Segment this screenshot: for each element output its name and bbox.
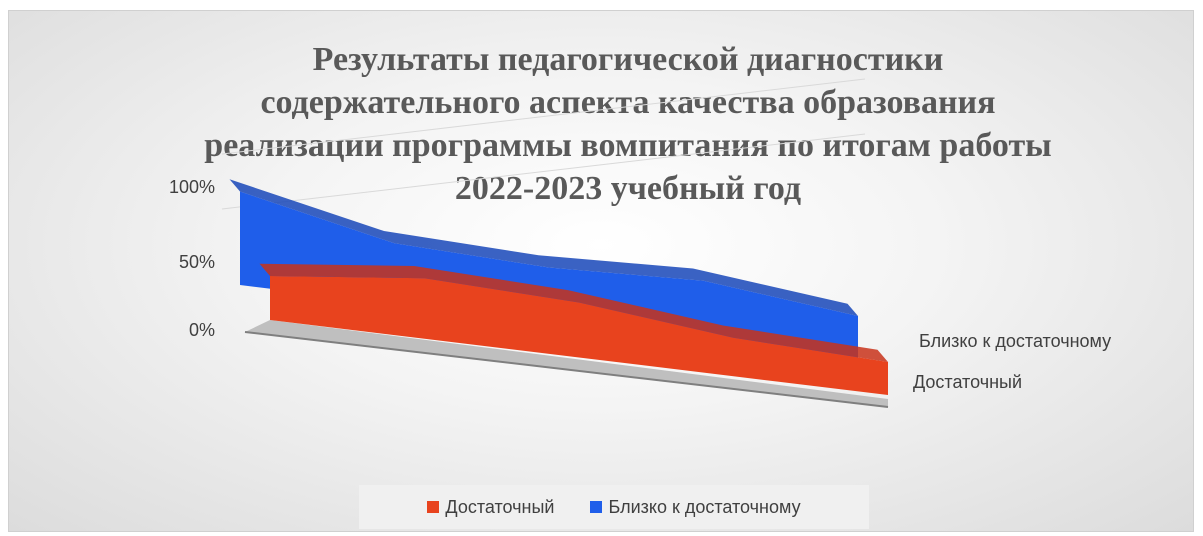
gridlines xyxy=(221,78,866,210)
y-tick-label-0: 0% xyxy=(189,320,215,340)
floor-edge xyxy=(244,331,889,408)
legend-label-series-1: Близко к достаточному xyxy=(608,496,801,517)
legend-swatch-series-1 xyxy=(590,501,603,513)
legend-swatch-series-0 xyxy=(427,501,440,513)
chart-title-line-0: Результаты педагогической диагностики xyxy=(313,41,944,78)
gridline-2 xyxy=(221,78,866,155)
legend-item-series-0: Достаточный xyxy=(427,497,554,518)
series-axis-label-1: Близко к достаточному xyxy=(919,331,1111,351)
chart-title-line-1: содержательного аспекта качества образов… xyxy=(260,84,995,121)
legend-label-series-0: Достаточный xyxy=(445,496,555,517)
chart-title-line-3: 2022-2023 учебный год xyxy=(455,170,801,207)
series-areas xyxy=(229,179,889,408)
series-1 xyxy=(229,179,859,360)
legend: Достаточный Близко к достаточному xyxy=(359,485,869,529)
gridline-1 xyxy=(221,133,866,210)
y-tick-label-2: 100% xyxy=(169,177,215,197)
floor-surface xyxy=(245,320,888,407)
series-0-band xyxy=(259,263,888,362)
series-0 xyxy=(259,263,889,395)
series-axis-label-0: Достаточный xyxy=(913,372,1022,392)
series-labels: Достаточный Близко к достаточному xyxy=(913,331,1111,392)
legend-item-series-1: Близко к достаточному xyxy=(590,496,801,518)
chart-title-line-2: реализации программы вомпитания по итога… xyxy=(204,127,1051,164)
chart-title: Результаты педагогической диагностики сод… xyxy=(204,41,1051,207)
series-1-face xyxy=(240,191,858,360)
series-0-face xyxy=(270,276,888,395)
y-tick-label-1: 50% xyxy=(179,252,215,272)
y-axis-ticks: 0% 50% 100% xyxy=(169,177,215,340)
